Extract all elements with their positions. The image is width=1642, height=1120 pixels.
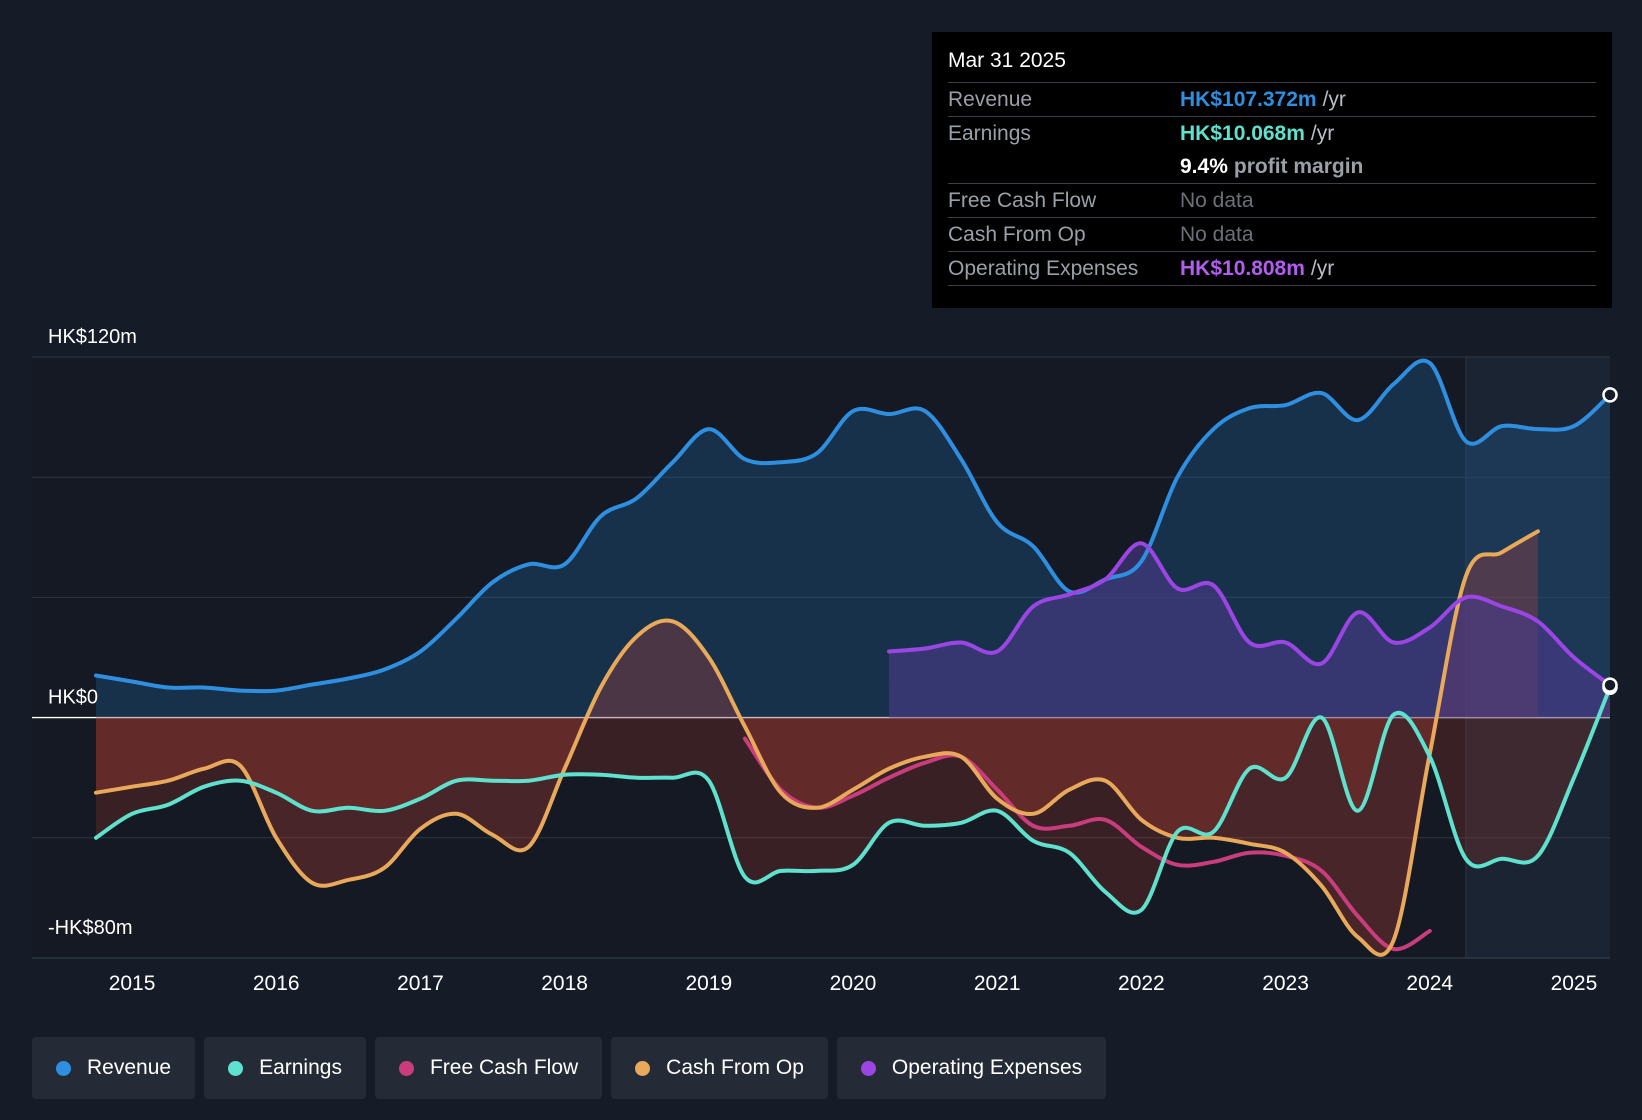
operating-expenses-area <box>889 543 1610 718</box>
tooltip-label-cfo: Cash From Op <box>948 223 1086 246</box>
series-fills <box>96 360 1610 955</box>
x-tick-label: 2020 <box>830 972 877 995</box>
x-tick-label: 2019 <box>685 972 732 995</box>
tooltip-unit-revenue: /yr <box>1322 88 1346 111</box>
cash-from-op-line <box>94 529 1540 957</box>
legend-item-operating-expenses[interactable]: Operating Expenses <box>836 1037 1107 1099</box>
tooltip-row-margin: 9.4% profit margin <box>948 150 1596 184</box>
tooltip-row-revenue: Revenue HK$107.372m/yr <box>948 83 1596 117</box>
x-tick-label: 2015 <box>109 972 156 995</box>
tooltip-margin-value: 9.4% <box>1180 155 1228 178</box>
tooltip-value-opex: HK$10.808m <box>1180 257 1305 280</box>
legend-item-cash-from-op[interactable]: Cash From Op <box>611 1037 828 1099</box>
legend: Revenue Earnings Free Cash Flow Cash Fro… <box>32 1037 1107 1099</box>
cash-from-op-area <box>96 531 1538 955</box>
series-lines <box>94 358 1612 957</box>
x-tick-label: 2017 <box>397 972 444 995</box>
legend-label: Operating Expenses <box>891 1056 1083 1079</box>
x-tick-label: 2018 <box>541 972 588 995</box>
tooltip-row-cfo: Cash From Op No data <box>948 218 1596 252</box>
legend-dot-icon <box>635 1060 651 1076</box>
legend-label: Earnings <box>259 1056 342 1079</box>
x-tick-label: 2024 <box>1406 972 1453 995</box>
tooltip-row-fcf: Free Cash Flow No data <box>948 184 1596 218</box>
revenue-end-marker <box>1602 387 1618 403</box>
legend-dot-icon <box>398 1060 414 1076</box>
tooltip-value-revenue: HK$107.372m <box>1180 88 1317 111</box>
tooltip-row-opex: Operating Expenses HK$10.808m/yr <box>948 252 1596 286</box>
free-cash-flow-line <box>742 736 1432 952</box>
operating-expenses-line <box>887 541 1612 688</box>
end-markers <box>1602 387 1618 695</box>
tooltip-row-earnings: Earnings HK$10.068m/yr <box>948 117 1596 150</box>
legend-item-free-cash-flow[interactable]: Free Cash Flow <box>374 1037 603 1099</box>
tooltip-value-earnings: HK$10.068m <box>1180 122 1305 145</box>
x-axis-labels: 2015 2016 2017 2018 2019 2020 2021 2022 2023 2024… <box>109 972 1598 995</box>
x-tick-label: 2025 <box>1551 972 1598 995</box>
tooltip-label-fcf: Free Cash Flow <box>948 189 1097 212</box>
x-tick-label: 2022 <box>1118 972 1165 995</box>
earnings-area <box>96 687 1610 913</box>
y-axis-labels: HK$120m HK$0 -HK$80m <box>48 326 137 939</box>
tooltip-label-earnings: Earnings <box>948 122 1031 145</box>
operating-expenses-end-marker <box>1602 677 1618 693</box>
earnings-line <box>94 685 1612 915</box>
legend-label: Free Cash Flow <box>429 1056 579 1079</box>
legend-item-revenue[interactable]: Revenue <box>32 1037 196 1099</box>
legend-label: Revenue <box>87 1056 172 1079</box>
x-tick-label: 2016 <box>253 972 300 995</box>
legend-dot-icon <box>860 1060 876 1076</box>
tooltip-date: Mar 31 2025 <box>948 46 1596 83</box>
legend-dot-icon <box>228 1060 244 1076</box>
legend-dot-icon <box>56 1060 71 1076</box>
y-axis-label: HK$120m <box>48 326 137 348</box>
tooltip-label-opex: Operating Expenses <box>948 257 1139 280</box>
x-tick-label: 2023 <box>1262 972 1309 995</box>
tooltip-label-revenue: Revenue <box>948 88 1033 111</box>
y-axis-label: -HK$80m <box>48 917 132 939</box>
y-axis-label: HK$0 <box>48 687 98 709</box>
tooltip-value-fcf: No data <box>1180 189 1254 212</box>
tooltip-unit-earnings: /yr <box>1310 122 1335 145</box>
legend-label: Cash From Op <box>666 1056 804 1079</box>
x-tick-label: 2021 <box>974 972 1021 995</box>
tooltip-margin-label: profit margin <box>1233 155 1364 178</box>
tooltip-value-cfo: No data <box>1180 223 1254 246</box>
tooltip-panel: Mar 31 2025 Revenue HK$107.372m/yr Earni… <box>932 32 1612 308</box>
revenue-line <box>94 358 1612 694</box>
tooltip-unit-opex: /yr <box>1310 257 1335 280</box>
legend-item-earnings[interactable]: Earnings <box>204 1037 366 1099</box>
